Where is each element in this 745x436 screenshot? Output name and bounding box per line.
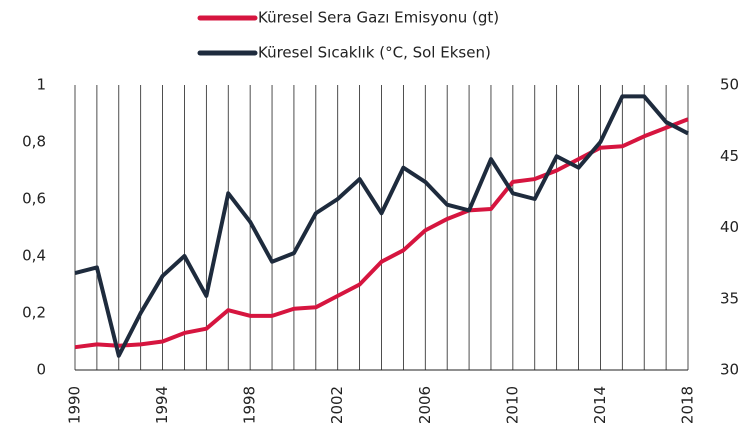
y-tick-label: 0,4: [22, 247, 46, 265]
x-tick-label: 1990: [66, 386, 84, 424]
y-tick-label: 0,2: [22, 304, 46, 322]
x-tick-label: 1998: [241, 386, 259, 424]
y-tick-label: 0,6: [22, 190, 46, 208]
y-tick-label: 0: [36, 361, 46, 379]
legend-label: Küresel Sıcaklık (°C, Sol Eksen): [258, 44, 491, 62]
x-tick-label: 2010: [503, 386, 521, 424]
y-tick-label: 1: [36, 76, 46, 94]
legend-label: Küresel Sera Gazı Emisyonu (gt): [258, 9, 499, 27]
x-tick-label: 1994: [153, 386, 171, 424]
x-tick-label: 2018: [679, 386, 697, 424]
legend: Küresel Sera Gazı Emisyonu (gt) Küresel S…: [197, 9, 499, 62]
y2-tick-label: 50: [720, 76, 739, 94]
x-tick-label: 2014: [591, 386, 609, 424]
y2-tick-label: 45: [720, 147, 739, 165]
x-tick-label: 2006: [416, 386, 434, 424]
series-line: [74, 117, 689, 350]
series-line: [74, 94, 689, 358]
y2-tick-label: 40: [720, 218, 739, 236]
y2-tick-label: 35: [720, 289, 739, 307]
y2-tick-label: 30: [720, 361, 739, 379]
x-tick-label: 2002: [328, 386, 346, 424]
y-tick-label: 0,8: [22, 133, 46, 151]
